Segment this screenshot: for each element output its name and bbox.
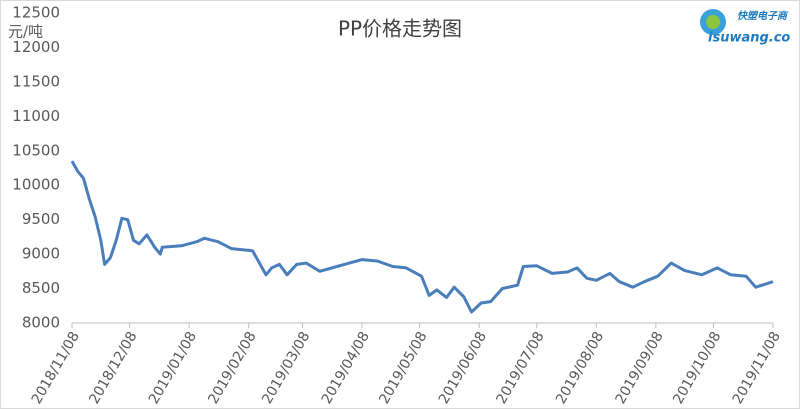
x-tick-label: 2019/10/08	[670, 329, 724, 407]
x-tick-label: 2019/01/08	[146, 329, 200, 407]
logo: 快塑电子商 isuwang.co	[700, 9, 790, 46]
x-tick-label: 2019/09/08	[613, 329, 667, 407]
x-tick-label: 2019/08/08	[553, 329, 607, 407]
x-tick-label: 2019/05/08	[376, 329, 430, 407]
y-axis-label: 元/吨	[8, 23, 43, 41]
x-tick-label: 2019/02/08	[205, 329, 259, 407]
x-tick-label: 2019/06/08	[436, 329, 490, 407]
y-tick-label: 11000	[12, 107, 60, 125]
y-tick-label: 8500	[22, 279, 60, 297]
y-tick-label: 11500	[12, 72, 60, 90]
y-tick-label: 10500	[12, 141, 60, 159]
chart-title: PP价格走势图	[338, 17, 462, 41]
y-tick-label: 12500	[12, 4, 60, 22]
x-tick-label: 2018/11/08	[29, 329, 83, 407]
y-tick-label: 10000	[12, 176, 60, 194]
x-tick-label: 2019/04/08	[319, 329, 373, 407]
logo-icon-inner	[706, 15, 720, 29]
logo-name: 快塑电子商	[737, 10, 789, 22]
x-tick-label: 2018/12/08	[86, 329, 140, 407]
line	[70, 160, 774, 314]
logo-url: isuwang.co	[708, 31, 790, 46]
x-tick-label: 2019/03/08	[259, 329, 313, 407]
y-tick-label: 9000	[22, 245, 60, 263]
y-tick-label: 8000	[22, 314, 60, 332]
x-tick-label: 2019/11/08	[730, 329, 784, 407]
x-tick-label: 2019/07/08	[493, 329, 547, 407]
y-tick-label: 12000	[12, 38, 60, 56]
y-tick-label: 9500	[22, 210, 60, 228]
